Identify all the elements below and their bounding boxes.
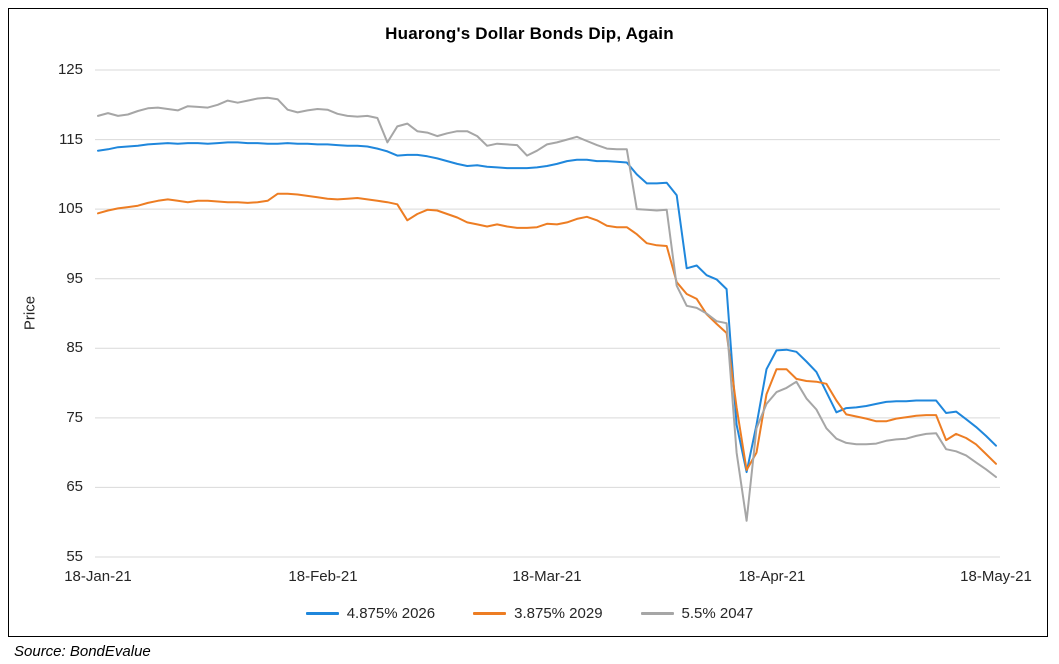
legend-label: 4.875% 2026: [346, 604, 436, 622]
x-tick-label: 18-May-21: [960, 568, 1032, 585]
legend-label: 3.875% 2029: [514, 604, 603, 622]
legend-item-1: 3.875% 2029: [473, 604, 603, 622]
y-tick-label: 85: [66, 339, 83, 356]
y-tick-label: 115: [59, 131, 83, 148]
y-tick-label: 105: [57, 200, 83, 217]
series-line-0: [97, 141, 997, 474]
y-tick-label: 125: [57, 61, 83, 78]
y-tick-label: 65: [66, 478, 83, 495]
y-tick-label: 95: [66, 270, 83, 287]
x-tick-label: 18-Feb-21: [288, 568, 358, 585]
figure-border: [8, 8, 1048, 637]
x-tick-label: 18-Apr-21: [738, 568, 806, 585]
legend-item-0: 4.875% 2026: [305, 604, 436, 622]
source-note: Source: BondEvalue: [14, 643, 151, 660]
series-line-2: [97, 96, 997, 522]
series-line-1: [97, 192, 997, 471]
legend-line-swatch: [305, 611, 339, 615]
legend: 4.875% 2026 3.875% 2029 5.5% 2047: [0, 601, 1059, 625]
x-tick-label: 18-Mar-21: [512, 568, 582, 585]
y-tick-label: 55: [66, 548, 83, 565]
y-tick-label: 75: [66, 409, 83, 426]
chart-title: Huarong's Dollar Bonds Dip, Again: [385, 24, 674, 43]
x-tick-label: 18-Jan-21: [64, 568, 132, 585]
legend-line-swatch: [473, 611, 507, 615]
legend-item-2: 5.5% 2047: [640, 604, 754, 622]
legend-line-swatch: [640, 611, 674, 615]
legend-label: 5.5% 2047: [681, 604, 754, 622]
